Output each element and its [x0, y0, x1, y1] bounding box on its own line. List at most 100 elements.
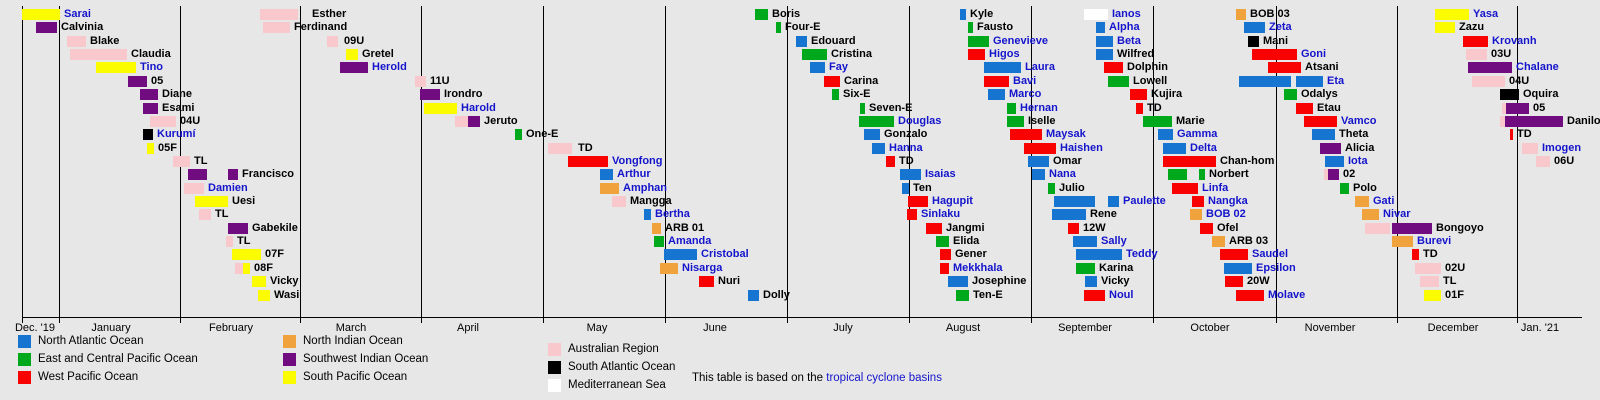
storm-label-maysak[interactable]: Maysak: [1046, 128, 1086, 141]
storm-label-isaias[interactable]: Isaias: [925, 168, 956, 181]
storm-bar-gati: [1355, 196, 1369, 208]
storm-label-arthur[interactable]: Arthur: [617, 168, 651, 181]
storm-bar-kujira: [1130, 89, 1147, 101]
storm-label-06u: 06U: [1554, 154, 1575, 167]
storm-label-amanda[interactable]: Amanda: [668, 235, 712, 248]
storm-label-yasa[interactable]: Yasa: [1473, 8, 1499, 20]
storm-label-gretel: Gretel: [362, 48, 394, 61]
storm-bar-damien: [184, 182, 204, 194]
storm-bar-marie: [1143, 115, 1172, 127]
storm-label-eta[interactable]: Eta: [1327, 74, 1345, 87]
storm-label-amphan[interactable]: Amphan: [623, 181, 667, 194]
storm-label-harold[interactable]: Harold: [461, 101, 496, 114]
storm-label-saudel[interactable]: Saudel: [1252, 248, 1289, 261]
storm-bar-burevi: [1392, 236, 1413, 248]
storm-label-gamma[interactable]: Gamma: [1177, 128, 1218, 141]
storm-label-dolphin: Dolphin: [1127, 61, 1168, 74]
storm-bar-ten: [902, 182, 909, 194]
storm-label-higos[interactable]: Higos: [989, 48, 1020, 61]
storm-label-vicky: Vicky: [1101, 275, 1130, 288]
storm-label-nisarga[interactable]: Nisarga: [682, 261, 723, 274]
storm-label-goni[interactable]: Goni: [1301, 48, 1327, 61]
storm-label-gati[interactable]: Gati: [1373, 195, 1395, 208]
storm-label-burevi[interactable]: Burevi: [1417, 235, 1452, 248]
storm-label-beta[interactable]: Beta: [1117, 34, 1141, 47]
storm-label-cristobal[interactable]: Cristobal: [701, 248, 749, 261]
storm-bar-fay: [810, 62, 825, 74]
storm-label-noul[interactable]: Noul: [1109, 288, 1134, 301]
storm-bar-etau: [1296, 102, 1313, 114]
storm-label-marco[interactable]: Marco: [1009, 88, 1042, 101]
month-gridline: [59, 6, 60, 317]
storm-label-vongfong[interactable]: Vongfong: [612, 154, 663, 167]
storm-label-fay[interactable]: Fay: [829, 61, 848, 74]
storm-label-zeta[interactable]: Zeta: [1269, 21, 1292, 34]
storm-label-calvinia: Calvinia: [61, 21, 104, 34]
legend-swatch-north-indian-ocean: [283, 335, 296, 348]
storm-bar-harold: [424, 102, 457, 114]
storm-label-kurum[interactable]: Kurumí: [157, 128, 196, 141]
legend-label-southwest-indian-ocean: Southwest Indian Ocean: [303, 353, 429, 365]
storm-label-hagupit[interactable]: Hagupit: [932, 195, 973, 208]
storm-label-sinlaku[interactable]: Sinlaku: [921, 208, 961, 221]
axis-tick: [180, 317, 181, 323]
caption-link-tropical-cyclone-basins[interactable]: tropical cyclone basins: [826, 372, 942, 384]
storm-label-molave[interactable]: Molave: [1268, 288, 1306, 301]
storm-label-laura[interactable]: Laura: [1025, 61, 1055, 74]
storm-label-hanna[interactable]: Hanna: [889, 141, 923, 154]
storm-bar-td: [1510, 129, 1513, 141]
storm-label-gener: Gener: [955, 248, 987, 261]
storm-label-nangka[interactable]: Nangka: [1208, 195, 1248, 208]
storm-label-ianos[interactable]: Ianos: [1112, 8, 1141, 20]
storm-label-nivar[interactable]: Nivar: [1383, 208, 1411, 221]
storm-label-bertha[interactable]: Bertha: [655, 208, 690, 221]
storm-label-herold[interactable]: Herold: [372, 61, 407, 74]
storm-bar-gabekile: [228, 222, 248, 234]
storm-label-haishen[interactable]: Haishen: [1060, 141, 1103, 154]
storm-label-tino[interactable]: Tino: [140, 61, 164, 74]
storm-bar-ferdinand: [263, 22, 290, 34]
storm-label-krovanh[interactable]: Krovanh: [1492, 34, 1537, 47]
storm-bar-nisarga: [660, 262, 678, 274]
storm-label-nana[interactable]: Nana: [1049, 168, 1076, 181]
storm-label-bavi[interactable]: Bavi: [1013, 74, 1037, 87]
storm-bar-danilo: [1500, 115, 1505, 127]
storm-label-four-e: Four-E: [785, 21, 821, 34]
month-label-december: December: [1427, 322, 1479, 334]
storm-label-paulette[interactable]: Paulette: [1123, 195, 1166, 208]
storm-label-delta[interactable]: Delta: [1190, 141, 1217, 154]
month-gridline: [1276, 6, 1277, 317]
storm-label-alpha[interactable]: Alpha: [1109, 21, 1140, 34]
storm-bar-elida: [936, 236, 949, 248]
storm-label-teddy[interactable]: Teddy: [1126, 248, 1158, 261]
storm-label-epsilon[interactable]: Epsilon: [1256, 261, 1296, 274]
storm-label-bob-02[interactable]: BOB 02: [1206, 208, 1246, 221]
storm-label-imogen[interactable]: Imogen: [1542, 141, 1582, 154]
storm-label-damien[interactable]: Damien: [208, 181, 248, 194]
storm-bar-02: [1328, 169, 1339, 181]
month-gridline: [543, 6, 544, 317]
month-label-jan-21: Jan. '21: [1520, 322, 1560, 334]
legend-label-mediterranean-sea: Mediterranean Sea: [568, 379, 666, 391]
storm-label-genevieve[interactable]: Genevieve: [993, 34, 1049, 47]
storm-label-sally[interactable]: Sally: [1101, 235, 1127, 248]
storm-bar-td: [1412, 249, 1419, 261]
month-label-april: April: [456, 322, 480, 334]
storm-label-sarai[interactable]: Sarai: [64, 8, 91, 20]
storm-label-hernan[interactable]: Hernan: [1020, 101, 1058, 114]
storm-label-iota[interactable]: Iota: [1348, 154, 1368, 167]
axis-tick: [1276, 317, 1277, 323]
storm-label-vamco[interactable]: Vamco: [1341, 114, 1377, 127]
storm-label-marie: Marie: [1176, 114, 1205, 127]
storm-label-douglas[interactable]: Douglas: [898, 114, 942, 127]
storm-label-mekkhala[interactable]: Mekkhala: [953, 261, 1003, 274]
storm-label-chalane[interactable]: Chalane: [1516, 61, 1559, 74]
axis-tick: [665, 317, 666, 323]
storm-bar-ianos: [1084, 9, 1108, 20]
storm-label-td: TD: [1517, 128, 1532, 141]
storm-label-linfa[interactable]: Linfa: [1202, 181, 1229, 194]
legend-label-west-pacific-ocean: West Pacific Ocean: [38, 371, 139, 383]
storm-label-11u: 11U: [430, 74, 450, 87]
axis-tick: [1153, 317, 1154, 323]
storm-bar-mekkhala: [940, 262, 949, 274]
